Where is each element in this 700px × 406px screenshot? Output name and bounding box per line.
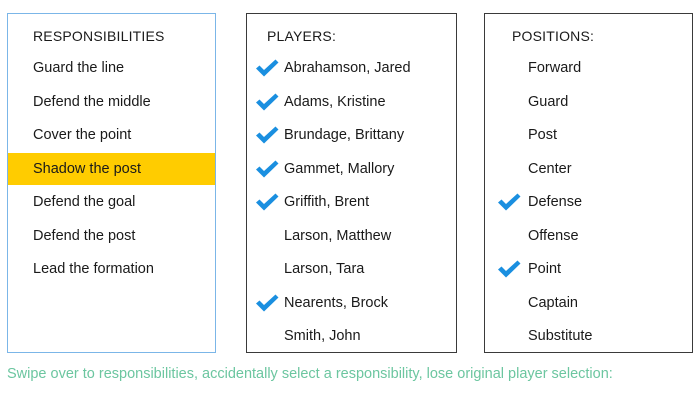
checkmark-icon: [256, 93, 279, 110]
checkmark-icon: [498, 193, 521, 211]
position-item-point[interactable]: Point: [485, 253, 692, 285]
responsibility-label: Cover the point: [33, 127, 132, 143]
responsibility-label: Defend the goal: [33, 194, 136, 210]
position-item-substitute[interactable]: Substitute: [485, 320, 692, 352]
player-item-larson-matthew[interactable]: Larson, Matthew: [247, 220, 456, 252]
player-label: Abrahamson, Jared: [284, 60, 411, 76]
player-label: Smith, John: [284, 328, 361, 344]
checkmark-icon: [256, 193, 279, 211]
responsibility-label: Lead the formation: [33, 261, 154, 277]
players-panel: PLAYERS: Abrahamson, Jared Adams, Kristin…: [246, 13, 457, 353]
player-item-gammet-mallory[interactable]: Gammet, Mallory: [247, 153, 456, 185]
position-label: Captain: [528, 294, 578, 311]
player-label: Brundage, Brittany: [284, 127, 405, 143]
player-item-smith-john[interactable]: Smith, John: [247, 320, 456, 352]
player-label: Adams, Kristine: [284, 93, 386, 110]
positions-header: POSITIONS:: [512, 28, 595, 44]
position-label: Offense: [528, 227, 579, 244]
position-label: Substitute: [528, 328, 593, 344]
responsibility-label: Defend the post: [33, 227, 136, 244]
responsibility-item-lead-the-formation[interactable]: Lead the formation: [8, 253, 215, 285]
player-label: Gammet, Mallory: [284, 160, 395, 177]
responsibility-item-guard-the-line[interactable]: Guard the line: [8, 52, 215, 84]
positions-panel: POSITIONS: Forward Guard Post Center Defense…: [484, 13, 693, 353]
responsibility-item-defend-the-goal[interactable]: Defend the goal: [8, 186, 215, 218]
position-label: Defense: [528, 194, 583, 210]
player-item-griffith-brent[interactable]: Griffith, Brent: [247, 186, 456, 218]
position-item-post[interactable]: Post: [485, 119, 692, 151]
player-item-brundage-brittany[interactable]: Brundage, Brittany: [247, 119, 456, 151]
checkmark-icon: [498, 260, 521, 278]
position-label: Point: [528, 261, 562, 277]
responsibilities-panel: RESPONSIBILITIES Guard the line Defend th…: [7, 13, 216, 353]
checkmark-icon: [256, 160, 279, 177]
position-item-center[interactable]: Center: [485, 153, 692, 185]
position-item-defense[interactable]: Defense: [485, 186, 692, 218]
player-item-larson-tara[interactable]: Larson, Tara: [247, 253, 456, 285]
player-item-adams-kristine[interactable]: Adams, Kristine: [247, 86, 456, 118]
players-header: PLAYERS:: [267, 28, 337, 44]
responsibility-label: Guard the line: [33, 60, 125, 76]
checkmark-icon: [256, 126, 279, 144]
player-item-abrahamson-jared[interactable]: Abrahamson, Jared: [247, 52, 456, 84]
caption-text: Swipe over to responsibilities, accident…: [7, 366, 613, 382]
player-item-nearents-brock[interactable]: Nearents, Brock: [247, 287, 456, 319]
position-item-forward[interactable]: Forward: [485, 52, 692, 84]
player-label: Larson, Tara: [284, 261, 365, 277]
responsibility-label: Shadow the post: [33, 160, 142, 177]
responsibility-item-defend-the-post[interactable]: Defend the post: [8, 220, 215, 252]
player-label: Griffith, Brent: [284, 194, 370, 210]
player-label: Larson, Matthew: [284, 227, 392, 244]
responsibilities-header: RESPONSIBILITIES: [33, 28, 165, 44]
responsibility-label: Defend the middle: [33, 93, 151, 110]
position-label: Center: [528, 160, 572, 177]
position-label: Forward: [528, 60, 582, 76]
position-label: Guard: [528, 93, 569, 110]
responsibility-item-cover-the-point[interactable]: Cover the point: [8, 119, 215, 151]
responsibility-item-shadow-the-post[interactable]: Shadow the post: [8, 152, 215, 185]
checkmark-icon: [256, 294, 279, 311]
position-item-guard[interactable]: Guard: [485, 86, 692, 118]
position-item-offense[interactable]: Offense: [485, 220, 692, 252]
checkmark-icon: [256, 59, 279, 77]
position-item-captain[interactable]: Captain: [485, 287, 692, 319]
player-label: Nearents, Brock: [284, 294, 388, 311]
responsibility-item-defend-the-middle[interactable]: Defend the middle: [8, 86, 215, 118]
position-label: Post: [528, 127, 558, 143]
